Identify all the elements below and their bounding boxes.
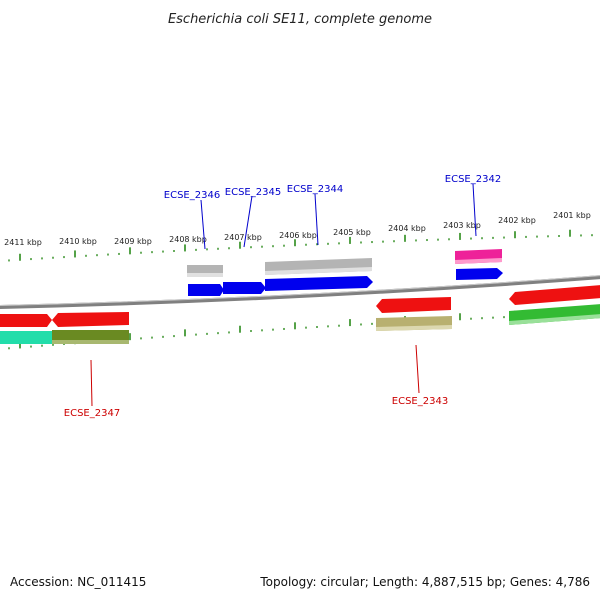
- cds-ecse-2344[interactable]: [265, 276, 373, 291]
- gene-bar-2343-shade: [376, 325, 452, 331]
- map-title: Escherichia coli SE11, complete genome: [168, 12, 432, 27]
- kbp-label-2407: 2407 kbp: [224, 233, 262, 242]
- upper-tick-ring: [8, 229, 593, 262]
- kbp-label-2411: 2411 kbp: [4, 238, 42, 247]
- accession-text: Accession: NC_011415: [10, 575, 146, 589]
- leader-2343: [415, 344, 420, 394]
- gene-label-ecse-2347[interactable]: ECSE_2347: [64, 408, 120, 419]
- leader-2346: [200, 199, 206, 250]
- gene-label-ecse-2345[interactable]: ECSE_2345: [225, 187, 281, 198]
- cds-right-edge[interactable]: [509, 285, 600, 305]
- lower-gene-bars: [0, 304, 600, 344]
- cds-ecse-2342[interactable]: [456, 268, 503, 280]
- kbp-label-2408: 2408 kbp: [169, 235, 207, 244]
- topology-text: Topology: circular; Length: 4,887,515 bp…: [259, 575, 590, 589]
- kbp-label-2410: 2410 kbp: [59, 237, 97, 246]
- cds-ecse-2346[interactable]: [188, 284, 224, 296]
- gene-labels: ECSE_2346 ECSE_2345 ECSE_2344 ECSE_2342 …: [64, 174, 501, 419]
- kbp-label-2402: 2402 kbp: [498, 216, 536, 225]
- upper-gene-bars: [187, 249, 502, 277]
- kbp-label-2405: 2405 kbp: [333, 228, 371, 237]
- gene-bar-left-cyan[interactable]: [0, 331, 52, 344]
- leader-2345: [243, 195, 253, 248]
- genome-backbone-highlight: [0, 275, 600, 306]
- kbp-label-2409: 2409 kbp: [114, 237, 152, 246]
- gene-bar-2347[interactable]: [52, 330, 129, 343]
- gene-bar-2342-shade: [455, 258, 502, 264]
- forward-cds-track: [188, 268, 503, 296]
- gene-bar-right-green-shade: [509, 314, 600, 325]
- leader-2342: [472, 183, 477, 237]
- label-leaders: [90, 183, 477, 407]
- gene-label-ecse-2342[interactable]: ECSE_2342: [445, 174, 501, 185]
- cds-ecse-2343[interactable]: [376, 297, 451, 313]
- gene-label-ecse-2346[interactable]: ECSE_2346: [164, 190, 220, 201]
- gene-bar-2347-shade: [52, 340, 129, 344]
- kbp-label-2404: 2404 kbp: [388, 224, 426, 233]
- cds-ecse-2347[interactable]: [52, 312, 129, 327]
- cds-left-edge[interactable]: [0, 314, 52, 327]
- kbp-label-2406: 2406 kbp: [279, 231, 317, 240]
- reverse-cds-track: [0, 285, 600, 327]
- gene-bar-2346-shade: [187, 273, 223, 277]
- kbp-label-2401: 2401 kbp: [553, 211, 591, 220]
- gene-bar-2344-shade: [265, 267, 372, 275]
- kbp-label-2403: 2403 kbp: [443, 221, 481, 230]
- gene-label-ecse-2344[interactable]: ECSE_2344: [287, 184, 343, 195]
- kbp-labels: 2411 kbp 2410 kbp 2409 kbp 2408 kbp 2407…: [4, 211, 591, 247]
- genome-backbone: [0, 275, 600, 309]
- leader-2344: [314, 193, 319, 246]
- gene-label-ecse-2343[interactable]: ECSE_2343: [392, 396, 448, 407]
- leader-2347: [90, 359, 93, 407]
- cds-ecse-2345[interactable]: [223, 282, 266, 294]
